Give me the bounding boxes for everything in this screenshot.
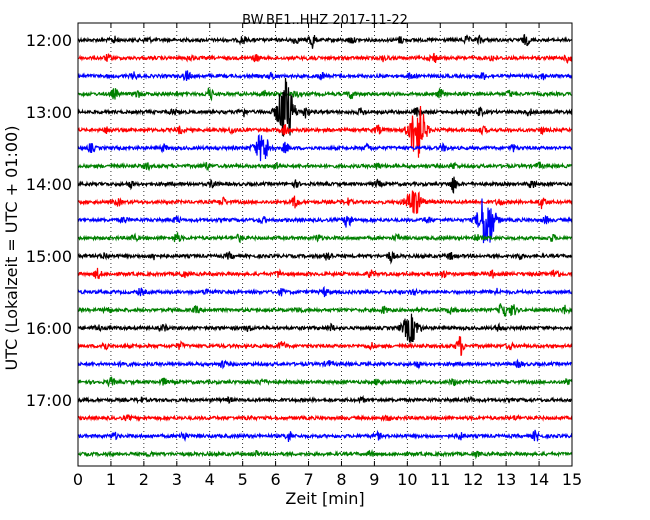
trace-1630 [77, 358, 573, 370]
y-tick-label: 14:00 [26, 175, 72, 194]
trace-1545 [77, 303, 573, 317]
x-tick-label: 11 [430, 470, 450, 489]
trace-1600 [77, 313, 573, 344]
trace-1300 [77, 77, 573, 137]
trace-1415 [77, 190, 573, 214]
x-axis-label: Zeit [min] [285, 489, 364, 508]
x-tick-label: 10 [397, 470, 417, 489]
plot-frame [77, 22, 573, 467]
y-tick-label: 12:00 [26, 31, 72, 50]
trace-1500 [77, 250, 573, 265]
trace-1215 [77, 52, 573, 64]
trace-1715 [77, 413, 573, 422]
x-tick-label: 8 [336, 470, 346, 489]
x-tick-label: 0 [73, 470, 83, 489]
trace-1445 [77, 232, 573, 244]
x-tick-label: 5 [238, 470, 248, 489]
trace-1530 [77, 285, 573, 298]
x-tick-label: 2 [139, 470, 149, 489]
trace-1430 [77, 198, 573, 244]
trace-1315 [77, 105, 573, 158]
x-tick-label: 1 [106, 470, 116, 489]
x-tick-label: 4 [205, 470, 215, 489]
trace-1730 [77, 429, 573, 443]
trace-1330 [77, 134, 573, 162]
trace-1645 [77, 376, 573, 388]
x-tick-label: 12 [463, 470, 483, 489]
trace-1745 [77, 448, 573, 460]
x-axis: 0 1 2 3 4 5 6 7 8 9 10 11 12 13 14 15 [73, 23, 582, 489]
x-tick-label: 6 [271, 470, 281, 489]
y-tick-label: 15:00 [26, 247, 72, 266]
trace-1200 [77, 33, 573, 49]
chart-title: BW.BE1..HHZ 2017-11-22 [242, 13, 408, 28]
x-tick-label: 14 [529, 470, 549, 489]
y-axis: 12:00 13:00 14:00 15:00 16:00 17:00 [26, 31, 83, 410]
x-tick-label: 7 [303, 470, 313, 489]
x-tick-label: 9 [369, 470, 379, 489]
trace-1615 [77, 336, 573, 357]
trace-1245 [77, 87, 573, 102]
trace-1230 [77, 70, 573, 82]
trace-1400 [77, 176, 573, 195]
x-tick-label: 3 [172, 470, 182, 489]
y-axis-label: UTC (Lokalzeit = UTC + 01:00) [2, 126, 21, 371]
x-tick-label: 15 [562, 470, 582, 489]
y-tick-label: 16:00 [26, 319, 72, 338]
y-tick-label: 13:00 [26, 103, 72, 122]
trace-1345 [77, 161, 573, 172]
trace-group [77, 33, 573, 460]
trace-1515 [77, 267, 573, 280]
x-tick-label: 13 [496, 470, 516, 489]
y-tick-label: 17:00 [26, 391, 72, 410]
trace-1700 [77, 394, 573, 405]
